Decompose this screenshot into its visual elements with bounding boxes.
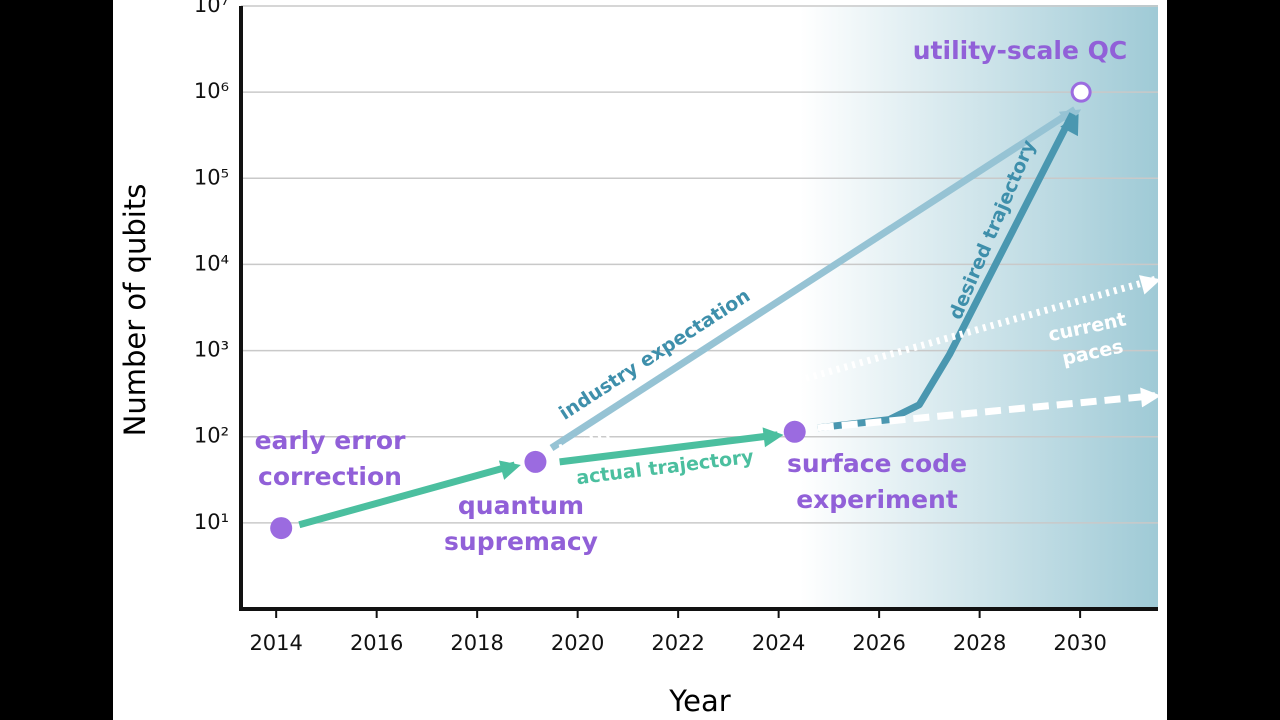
arrowhead [762, 427, 784, 448]
y-tick-label: 10³ [194, 338, 229, 362]
milestone-label: correction [258, 462, 402, 491]
arrowhead [1140, 387, 1161, 408]
x-tick-label: 2028 [953, 631, 1006, 655]
x-tick-label: 2026 [852, 631, 905, 655]
x-tick-label: 2024 [752, 631, 805, 655]
x-tick-label: 2016 [350, 631, 403, 655]
y-tick-label: 10⁵ [194, 165, 229, 189]
milestone-point [270, 517, 293, 540]
trajectory [817, 112, 1076, 432]
y-axis-title: Number of qubits [118, 184, 152, 437]
arrowhead [498, 460, 521, 480]
future-shading [800, 5, 1158, 609]
milestone-label: surface code [787, 449, 967, 478]
milestone-label: utility-scale QC [913, 36, 1127, 65]
y-tick-label: 10⁴ [194, 251, 229, 275]
x-tick-label: 2030 [1053, 631, 1106, 655]
y-tick-label: 10¹ [194, 510, 229, 534]
x-tick-label: 2022 [651, 631, 704, 655]
milestone-label: early error [255, 426, 407, 455]
x-tick-label: 2020 [551, 631, 604, 655]
milestone-label: quantum [458, 491, 584, 520]
milestone-point [524, 450, 547, 473]
trajectory [298, 431, 779, 529]
milestone-point [1070, 81, 1092, 103]
trajectory [817, 392, 1156, 432]
y-tick-label: 10⁷ [194, 0, 229, 17]
arrowhead [1060, 113, 1079, 137]
axes [239, 6, 1158, 611]
x-axis-title: Year [668, 684, 730, 718]
y-tick-label: 10⁶ [194, 79, 229, 103]
milestone-label: experiment [796, 485, 958, 514]
x-tick-label: 2018 [450, 631, 503, 655]
milestone-label: supremacy [444, 527, 598, 556]
x-tick-label: 2014 [249, 631, 302, 655]
y-tick-label: 10² [194, 424, 229, 448]
milestone-point [783, 420, 806, 443]
arrowhead [1139, 275, 1161, 295]
trajectory [549, 106, 1078, 451]
